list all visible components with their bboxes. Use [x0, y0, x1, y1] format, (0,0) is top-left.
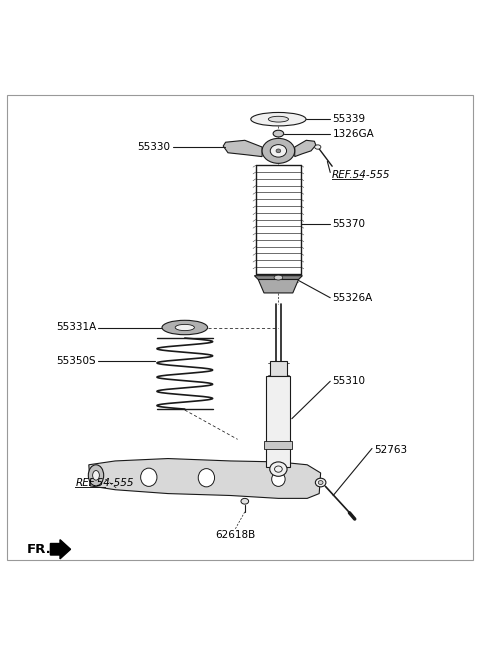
Ellipse shape — [88, 465, 104, 486]
Text: REF.54-555: REF.54-555 — [75, 478, 134, 488]
Ellipse shape — [275, 466, 282, 472]
Ellipse shape — [270, 145, 287, 157]
Text: 55339: 55339 — [333, 114, 366, 124]
Text: 55370: 55370 — [333, 219, 366, 229]
Ellipse shape — [175, 324, 194, 331]
Text: 1326GA: 1326GA — [333, 128, 374, 139]
Ellipse shape — [241, 498, 249, 504]
Ellipse shape — [276, 149, 281, 153]
Polygon shape — [223, 140, 262, 157]
Text: 55310: 55310 — [333, 376, 366, 386]
Bar — [264, 441, 292, 449]
Polygon shape — [50, 540, 71, 559]
Polygon shape — [89, 458, 321, 498]
Ellipse shape — [268, 117, 288, 122]
Ellipse shape — [318, 481, 323, 485]
Text: 55326A: 55326A — [333, 293, 373, 303]
Text: 55331A: 55331A — [56, 322, 96, 333]
Ellipse shape — [262, 138, 295, 163]
Polygon shape — [295, 140, 316, 157]
Bar — [266, 377, 290, 467]
Ellipse shape — [198, 468, 215, 487]
Text: 55330: 55330 — [137, 142, 170, 152]
Ellipse shape — [270, 462, 287, 476]
Bar — [270, 361, 287, 377]
Text: 52763: 52763 — [374, 445, 408, 455]
Ellipse shape — [162, 320, 207, 335]
Ellipse shape — [315, 478, 326, 487]
Polygon shape — [258, 280, 299, 293]
Ellipse shape — [141, 468, 157, 487]
Text: 55350S: 55350S — [56, 356, 96, 366]
Ellipse shape — [274, 275, 283, 280]
Ellipse shape — [272, 472, 285, 487]
Ellipse shape — [93, 470, 99, 480]
Text: FR.: FR. — [26, 543, 51, 555]
Text: REF.54-555: REF.54-555 — [332, 170, 391, 180]
Polygon shape — [254, 276, 302, 280]
Ellipse shape — [251, 113, 306, 126]
Ellipse shape — [273, 130, 284, 137]
Ellipse shape — [315, 145, 321, 149]
Text: 62618B: 62618B — [215, 530, 255, 540]
